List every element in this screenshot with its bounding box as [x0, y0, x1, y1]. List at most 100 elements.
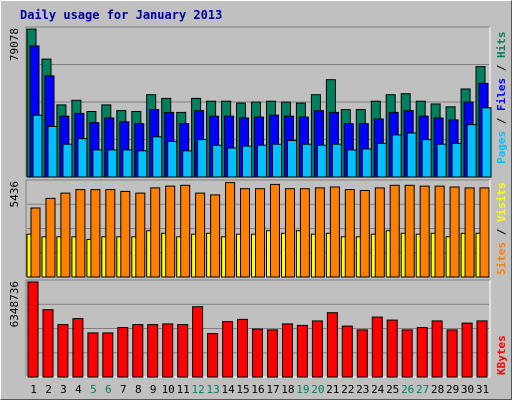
bar-sites: [314, 187, 325, 278]
bar-kbytes: [57, 324, 69, 378]
bar-sites: [270, 183, 280, 278]
bar-pages: [32, 114, 43, 178]
bar-kbytes: [267, 329, 278, 378]
x-tick-label: 15: [236, 383, 249, 396]
bar-kbytes: [461, 322, 473, 378]
bar-pages: [167, 140, 178, 178]
bar-kbytes: [192, 306, 204, 378]
bar-kbytes: [177, 324, 189, 378]
bar-pages: [137, 150, 148, 178]
bar-kbytes: [252, 328, 263, 378]
bar-sites: [240, 188, 250, 278]
legend: KBytes: [495, 335, 508, 375]
bar-sites: [30, 207, 41, 278]
bar-pages: [122, 149, 133, 178]
bar-kbytes: [401, 329, 413, 378]
chart-title: Daily usage for January 2013: [20, 8, 222, 22]
x-tick-label: 6: [105, 383, 112, 396]
bar-kbytes: [326, 312, 338, 378]
bar-kbytes: [476, 320, 488, 378]
bar-sites: [404, 184, 415, 278]
bar-sites: [434, 185, 445, 278]
x-tick-label: 25: [386, 383, 399, 396]
y-max-label: 6348736: [8, 281, 21, 327]
y-max-label: 5436: [8, 181, 21, 208]
bar-kbytes: [72, 318, 84, 378]
x-tick-label: 17: [266, 383, 279, 396]
bar-sites: [344, 189, 355, 278]
x-tick-label: 11: [177, 383, 190, 396]
bar-kbytes: [371, 316, 383, 378]
bar-pages: [242, 145, 252, 178]
bar-kbytes: [386, 319, 398, 378]
x-tick-label: 7: [120, 383, 127, 396]
bar-sites: [210, 194, 221, 278]
x-tick-label: 16: [251, 383, 264, 396]
x-tick-label: 23: [356, 383, 369, 396]
x-tick-label: 14: [221, 383, 235, 396]
x-tick-label: 18: [281, 383, 294, 396]
bar-sites: [90, 189, 101, 278]
bar-pages: [152, 136, 163, 178]
bar-kbytes: [87, 332, 99, 378]
bar-sites: [45, 197, 56, 278]
bar-pages: [316, 144, 327, 178]
bar-sites: [419, 185, 430, 278]
x-tick-label: 26: [401, 383, 414, 396]
bar-sites: [359, 190, 370, 278]
x-tick-label: 3: [60, 383, 67, 396]
x-tick-label: 21: [326, 383, 339, 396]
bar-kbytes: [162, 323, 174, 378]
bar-sites: [449, 186, 460, 278]
bar-kbytes: [147, 324, 159, 378]
bar-kbytes: [117, 327, 129, 378]
bar-pages: [257, 144, 267, 178]
bar-kbytes: [356, 329, 368, 378]
bar-pages: [197, 139, 208, 178]
bar-sites: [75, 189, 86, 278]
bar-kbytes: [42, 309, 54, 378]
bar-pages: [62, 143, 73, 178]
bar-kbytes: [311, 320, 323, 378]
bar-kbytes: [282, 323, 293, 378]
legend-pages: Pages: [495, 131, 508, 164]
x-tick-label: 19: [296, 383, 309, 396]
x-axis-labels: 1 2 3 4 5 6 7 8 9 10 11 12 13 14 15 16 17 18 19 20 21 22 23 24 2…: [30, 383, 489, 396]
legend-kbytes: KBytes: [495, 335, 508, 375]
bar-sites: [389, 184, 400, 278]
legend-separator: /: [495, 222, 508, 242]
bar-kbytes: [207, 333, 219, 378]
legend-separator: /: [495, 58, 508, 78]
bar-pages: [436, 143, 447, 178]
x-tick-label: 24: [371, 383, 385, 396]
x-tick-label: 10: [162, 383, 175, 396]
bar-pages: [77, 138, 88, 178]
top-panel: 79078: [8, 26, 492, 178]
bar-sites: [135, 192, 146, 278]
bar-pages: [376, 142, 387, 178]
bar-kbytes: [416, 327, 428, 378]
bar-sites: [299, 188, 310, 278]
x-tick-label: 12: [191, 383, 204, 396]
legend-visits: Visits: [495, 182, 508, 222]
bar-sites: [285, 188, 295, 278]
bar-sites: [374, 187, 385, 278]
bar-sites: [165, 185, 176, 278]
bar-kbytes: [341, 325, 353, 378]
bar-pages: [301, 143, 312, 178]
legend: Pages / Files / Hits: [495, 32, 508, 165]
bar-sites: [255, 188, 265, 278]
bar-pages: [346, 149, 357, 178]
x-tick-label: 31: [476, 383, 489, 396]
x-tick-label: 5: [90, 383, 97, 396]
bar-sites: [60, 192, 71, 278]
x-tick-label: 29: [446, 383, 459, 396]
bar-kbytes: [237, 318, 248, 378]
bar-pages: [107, 149, 118, 178]
middle-panel: 5436: [8, 179, 491, 278]
bar-sites: [225, 182, 236, 278]
bar-pages: [182, 150, 193, 178]
bar-sites: [105, 189, 116, 278]
legend-separator: /: [495, 111, 508, 131]
